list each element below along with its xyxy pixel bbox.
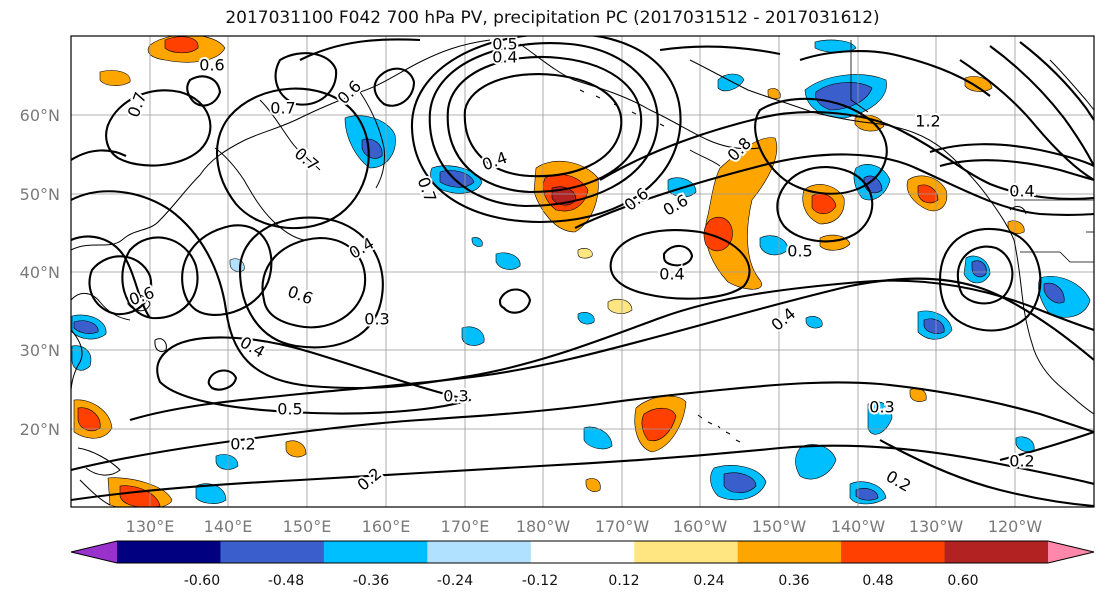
contour-label: 1.2 bbox=[915, 112, 940, 131]
colorbar-segment bbox=[117, 541, 221, 563]
colorbar-tick-label: 0.48 bbox=[862, 573, 893, 589]
lon-axis: 130°E 140°E 150°E 160°E 170°E 180°W 170°… bbox=[126, 517, 1043, 536]
lon-label: 140°W bbox=[831, 517, 886, 536]
colorbar-tick-label: 0.24 bbox=[693, 573, 724, 589]
contour-label: 0.3 bbox=[869, 398, 894, 417]
lon-label: 160°W bbox=[673, 517, 728, 536]
gridlines bbox=[71, 36, 1094, 507]
colorbar-tick-label: 0.12 bbox=[608, 573, 639, 589]
contour-label: 0.6 bbox=[199, 56, 224, 75]
lon-label: 150°W bbox=[752, 517, 807, 536]
colorbar-outline bbox=[70, 540, 1095, 564]
contour-label: 0.5 bbox=[787, 242, 812, 261]
colorbar-ticks: -0.60 -0.48 -0.36 -0.24 -0.12 0.12 0.24 … bbox=[184, 573, 979, 589]
lat-label: 40°N bbox=[20, 263, 60, 282]
map-frame bbox=[70, 35, 1095, 508]
colorbar-extend-min bbox=[71, 541, 117, 563]
colorbar-tick-label: -0.36 bbox=[353, 573, 389, 589]
lon-label: 170°E bbox=[441, 517, 490, 536]
colorbar-segment bbox=[737, 541, 842, 563]
lon-label: 170°W bbox=[595, 517, 650, 536]
lat-label: 30°N bbox=[20, 341, 60, 360]
colorbar-segment bbox=[220, 541, 325, 563]
lon-label: 180°W bbox=[516, 517, 571, 536]
colorbar-tick-label: 0.60 bbox=[947, 573, 978, 589]
colorbar-segment bbox=[944, 541, 1049, 563]
colorbar-segment bbox=[634, 541, 739, 563]
lon-label: 130°W bbox=[909, 517, 964, 536]
colorbar-tick-label: -0.12 bbox=[522, 573, 558, 589]
contour-label: 0.4 bbox=[659, 265, 684, 284]
colorbar-tick-label: 0.36 bbox=[778, 573, 809, 589]
contour-label: 0.5 bbox=[492, 35, 517, 54]
precip-negative-shading bbox=[71, 39, 1091, 505]
lat-label: 20°N bbox=[20, 420, 60, 439]
lon-label: 150°E bbox=[283, 517, 332, 536]
colorbar-tick-label: -0.60 bbox=[184, 573, 220, 589]
colorbar-tick-label: -0.48 bbox=[268, 573, 304, 589]
contour-label: 0.3 bbox=[443, 387, 468, 406]
contour-label: 0.2 bbox=[230, 435, 255, 454]
colorbar-segment bbox=[323, 541, 428, 563]
borders bbox=[850, 40, 1094, 263]
lat-label: 50°N bbox=[20, 185, 60, 204]
lon-label: 130°E bbox=[126, 517, 175, 536]
coastlines bbox=[71, 39, 1094, 506]
colorbar-tick-label: -0.24 bbox=[437, 573, 473, 589]
contour-label: 0.4 bbox=[1009, 182, 1034, 201]
contour-label: 0.3 bbox=[364, 310, 389, 329]
colorbar-segment bbox=[530, 541, 635, 563]
colorbar-segment bbox=[427, 541, 532, 563]
contour-label: 0.2 bbox=[1009, 452, 1034, 471]
lon-label: 160°E bbox=[362, 517, 411, 536]
precip-positive-shading bbox=[73, 36, 1025, 507]
contour-label: 0.5 bbox=[277, 400, 302, 419]
pv-contours bbox=[71, 36, 1094, 507]
map-title: 2017031100 F042 700 hPa PV, precipitatio… bbox=[225, 8, 880, 28]
lon-label: 140°E bbox=[204, 517, 253, 536]
contour-label: 0.7 bbox=[270, 99, 295, 118]
colorbar-extend-max bbox=[1048, 541, 1094, 563]
colorbar bbox=[70, 540, 1095, 564]
lon-label: 120°W bbox=[988, 517, 1043, 536]
lat-label: 60°N bbox=[20, 106, 60, 125]
colorbar-segment bbox=[841, 541, 946, 563]
map-area bbox=[71, 36, 1094, 507]
lat-axis: 60°N 50°N 40°N 30°N 20°N bbox=[20, 106, 60, 439]
contour-label: 0.4 bbox=[492, 48, 517, 67]
